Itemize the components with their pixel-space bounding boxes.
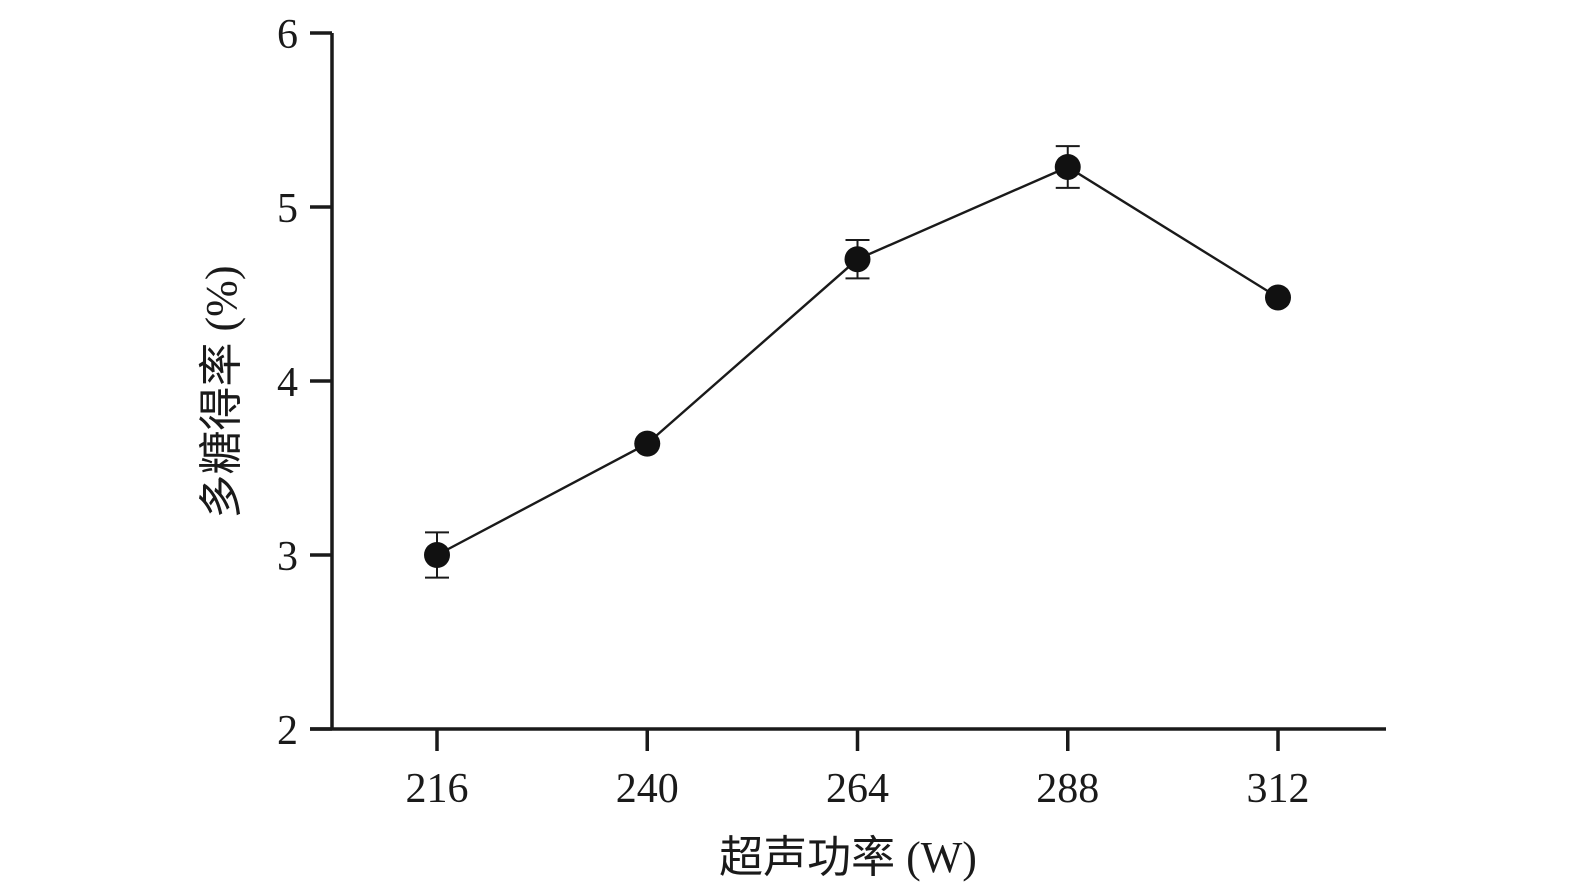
x-axis-title: 超声功率 (W) bbox=[719, 833, 977, 882]
x-tick-label: 264 bbox=[826, 766, 889, 812]
y-tick-label: 6 bbox=[277, 12, 298, 58]
data-point bbox=[1054, 153, 1081, 180]
data-point bbox=[1265, 284, 1291, 311]
data-point bbox=[634, 430, 661, 457]
x-ticks: 216 240 264 288 312 bbox=[406, 729, 1310, 812]
y-tick-label: 5 bbox=[277, 186, 298, 232]
axes bbox=[310, 33, 1386, 731]
y-tick-label: 2 bbox=[277, 708, 298, 754]
series-line bbox=[436, 165, 1279, 557]
x-tick-label: 240 bbox=[616, 766, 679, 812]
data-point bbox=[424, 542, 450, 568]
y-ticks: 2 3 4 5 6 bbox=[277, 12, 332, 754]
x-tick-label: 216 bbox=[406, 766, 469, 812]
data-series bbox=[424, 145, 1291, 579]
data-point bbox=[844, 246, 871, 273]
x-tick-label: 312 bbox=[1247, 766, 1310, 812]
y-tick-label: 4 bbox=[277, 360, 298, 406]
y-tick-label: 3 bbox=[277, 534, 298, 580]
x-tick-label: 288 bbox=[1036, 766, 1099, 812]
y-axis-title: 多糖得率 (%) bbox=[197, 266, 246, 519]
